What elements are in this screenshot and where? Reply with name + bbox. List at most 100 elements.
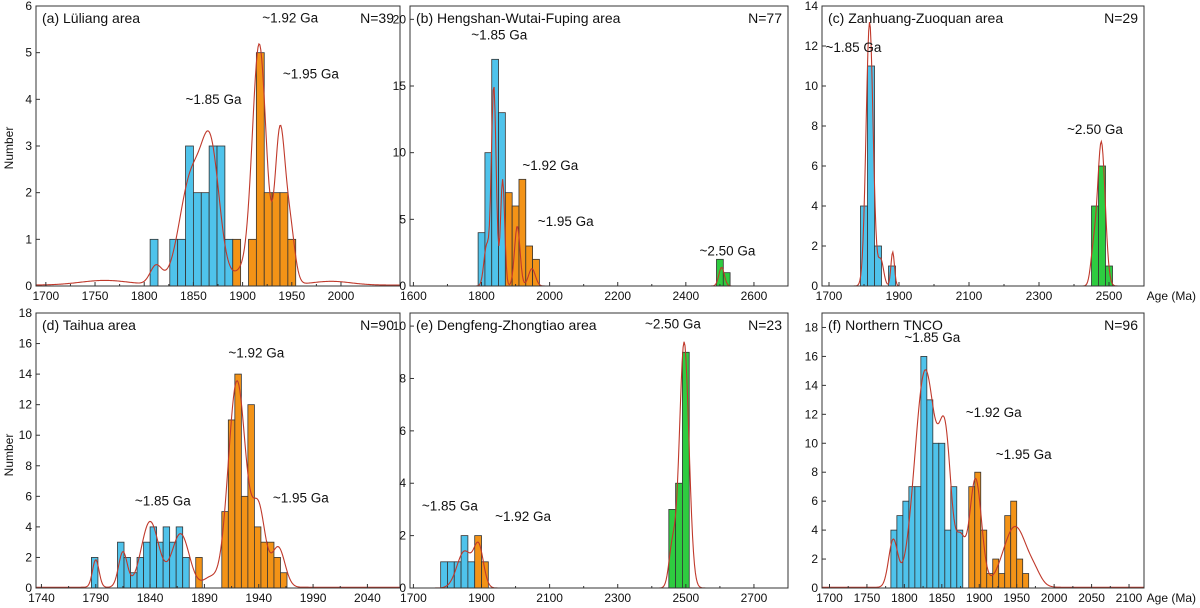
y-tick-label-d-6: 12 xyxy=(19,398,33,412)
x-tick-label-f-4: 1900 xyxy=(966,591,993,605)
plot-frame-e xyxy=(409,312,789,589)
x-tick-label-c-3: 2300 xyxy=(1026,289,1053,303)
y-tick-label-e-4: 8 xyxy=(399,371,406,385)
y-tick-label-b-0: 0 xyxy=(399,279,406,293)
peak-annotation-b-3: ~2.50 Ga xyxy=(699,243,755,258)
peak-annotation-d-2: ~1.95 Ga xyxy=(273,490,329,505)
peak-annotation-a-2: ~1.95 Ga xyxy=(283,66,339,81)
bar-d-13 xyxy=(221,511,229,589)
plot-frame-b xyxy=(409,5,789,287)
y-tick-label-b-1: 5 xyxy=(399,212,406,226)
bar-f-9 xyxy=(944,529,952,589)
x-tick-label-e-5: 2700 xyxy=(741,591,768,605)
x-tick-label-f-1: 1750 xyxy=(854,591,881,605)
x-tick-label-e-0: 1700 xyxy=(400,591,427,605)
panel-a: 1700 1750 1800 1850 1900 1950 2000 0 1 2 3 4 5 6 (a) L… xyxy=(25,0,401,303)
panel-f: 1700 1750 1800 1850 1900 1950 2000 2050 2100 0 2 4 6… xyxy=(805,312,1196,605)
x-tick-label-d-6: 2040 xyxy=(354,591,381,605)
x-tick-label-f-8: 2100 xyxy=(1116,591,1143,605)
y-tick-label-b-3: 15 xyxy=(393,79,407,93)
bar-f-21 xyxy=(1022,573,1030,589)
panel-title-a: (a) Lüliang area xyxy=(42,10,140,26)
peak-annotation-b-1: ~1.92 Ga xyxy=(522,158,578,173)
y-tick-label-c-1: 2 xyxy=(811,239,818,253)
bar-a-13 xyxy=(271,192,281,287)
bar-d-18 xyxy=(253,526,262,589)
peak-annotation-f-1: ~1.92 Ga xyxy=(966,405,1022,420)
x-tick-label-c-2: 2100 xyxy=(956,289,983,303)
peak-annotation-f-2: ~1.95 Ga xyxy=(996,447,1052,462)
bar-f-8 xyxy=(938,442,946,589)
y-tick-label-a-4: 4 xyxy=(25,92,32,106)
bar-a-2 xyxy=(177,238,186,287)
peak-annotation-d-1: ~1.92 Ga xyxy=(228,345,284,360)
panel-n-e: N=23 xyxy=(748,317,782,333)
x-tick-label-d-3: 1890 xyxy=(191,591,218,605)
panel-n-d: N=90 xyxy=(360,317,394,333)
panel-e: 1700 1900 2100 2300 2500 2700 0 2 4 6 8 10 (e) Dengf… xyxy=(393,312,789,605)
y-tick-label-d-4: 8 xyxy=(25,459,32,473)
x-tick-label-b-3: 2200 xyxy=(604,289,631,303)
x-tick-label-b-5: 2600 xyxy=(741,289,768,303)
bar-e-4 xyxy=(467,561,476,589)
bar-f-12 xyxy=(968,486,976,589)
y-tick-label-e-5: 10 xyxy=(393,319,407,333)
x-tick-label-e-1: 1900 xyxy=(468,591,495,605)
x-tick-label-a-3: 1850 xyxy=(180,289,207,303)
bar-e-6 xyxy=(481,561,489,589)
y-tick-label-d-1: 2 xyxy=(25,550,32,564)
bar-e-3 xyxy=(460,535,469,589)
x-tick-label-f-2: 1800 xyxy=(891,591,918,605)
bar-f-19 xyxy=(1010,500,1018,589)
bar-a-3 xyxy=(185,145,194,287)
bar-f-20 xyxy=(1016,558,1024,589)
y-tick-label-f-6: 12 xyxy=(805,407,819,421)
plot-frame-c xyxy=(821,5,1145,287)
kde-curve-a xyxy=(35,42,400,286)
x-tick-label-c-1: 1900 xyxy=(886,289,913,303)
panel-title-f: (f) Northern TNCO xyxy=(828,317,943,333)
bar-e-0 xyxy=(440,561,448,589)
panel-title-d: (d) Taihua area xyxy=(42,317,136,333)
y-tick-label-a-3: 3 xyxy=(25,139,32,153)
y-tick-label-d-3: 6 xyxy=(25,489,32,503)
y-tick-label-c-4: 8 xyxy=(811,119,818,133)
panel-c: 1700 1900 2100 2300 2500 0 2 4 6 8 10 12 14 (c) Zanhu… xyxy=(805,0,1196,303)
panel-n-b: N=77 xyxy=(748,10,782,26)
plot-frame-d xyxy=(35,312,401,589)
panel-n-c: N=29 xyxy=(1104,10,1138,26)
bar-a-9 xyxy=(232,238,242,287)
x-tick-label-f-0: 1700 xyxy=(816,591,843,605)
y-tick-label-f-2: 4 xyxy=(811,523,818,537)
peak-annotation-e-2: ~2.50 Ga xyxy=(645,317,701,332)
bar-d-11 xyxy=(182,557,190,589)
bar-a-1 xyxy=(169,238,179,287)
bar-f-11 xyxy=(956,529,964,589)
peak-annotation-a-1: ~1.92 Ga xyxy=(262,10,318,25)
y-tick-label-a-1: 1 xyxy=(25,232,32,246)
peak-annotation-f-0: ~1.85 Ga xyxy=(904,330,960,345)
x-tick-label-e-2: 2100 xyxy=(536,591,563,605)
bar-a-0 xyxy=(149,238,159,287)
kde-curve-d xyxy=(36,379,400,588)
bar-f-17 xyxy=(998,573,1006,589)
y-tick-label-d-9: 18 xyxy=(19,306,33,320)
y-tick-label-b-4: 20 xyxy=(393,12,407,26)
x-tick-label-d-0: 1740 xyxy=(28,591,55,605)
peak-annotation-c-0: ~1.85 Ga xyxy=(826,40,882,55)
bar-d-6 xyxy=(149,526,158,589)
y-tick-label-f-9: 18 xyxy=(805,320,819,334)
x-tick-label-a-0: 1700 xyxy=(32,289,59,303)
x-tick-label-e-4: 2500 xyxy=(672,591,699,605)
x-tick-label-d-4: 1940 xyxy=(245,591,272,605)
peak-annotation-b-2: ~1.95 Ga xyxy=(538,214,594,229)
y-tick-label-f-5: 10 xyxy=(805,436,819,450)
bar-d-19 xyxy=(260,541,268,589)
x-tick-label-b-1: 1800 xyxy=(468,289,495,303)
y-tick-label-f-4: 8 xyxy=(811,465,818,479)
bar-e-9 xyxy=(682,351,690,589)
x-tick-label-b-2: 2000 xyxy=(536,289,563,303)
bar-d-16 xyxy=(240,495,249,589)
y-tick-label-a-2: 2 xyxy=(25,186,32,200)
